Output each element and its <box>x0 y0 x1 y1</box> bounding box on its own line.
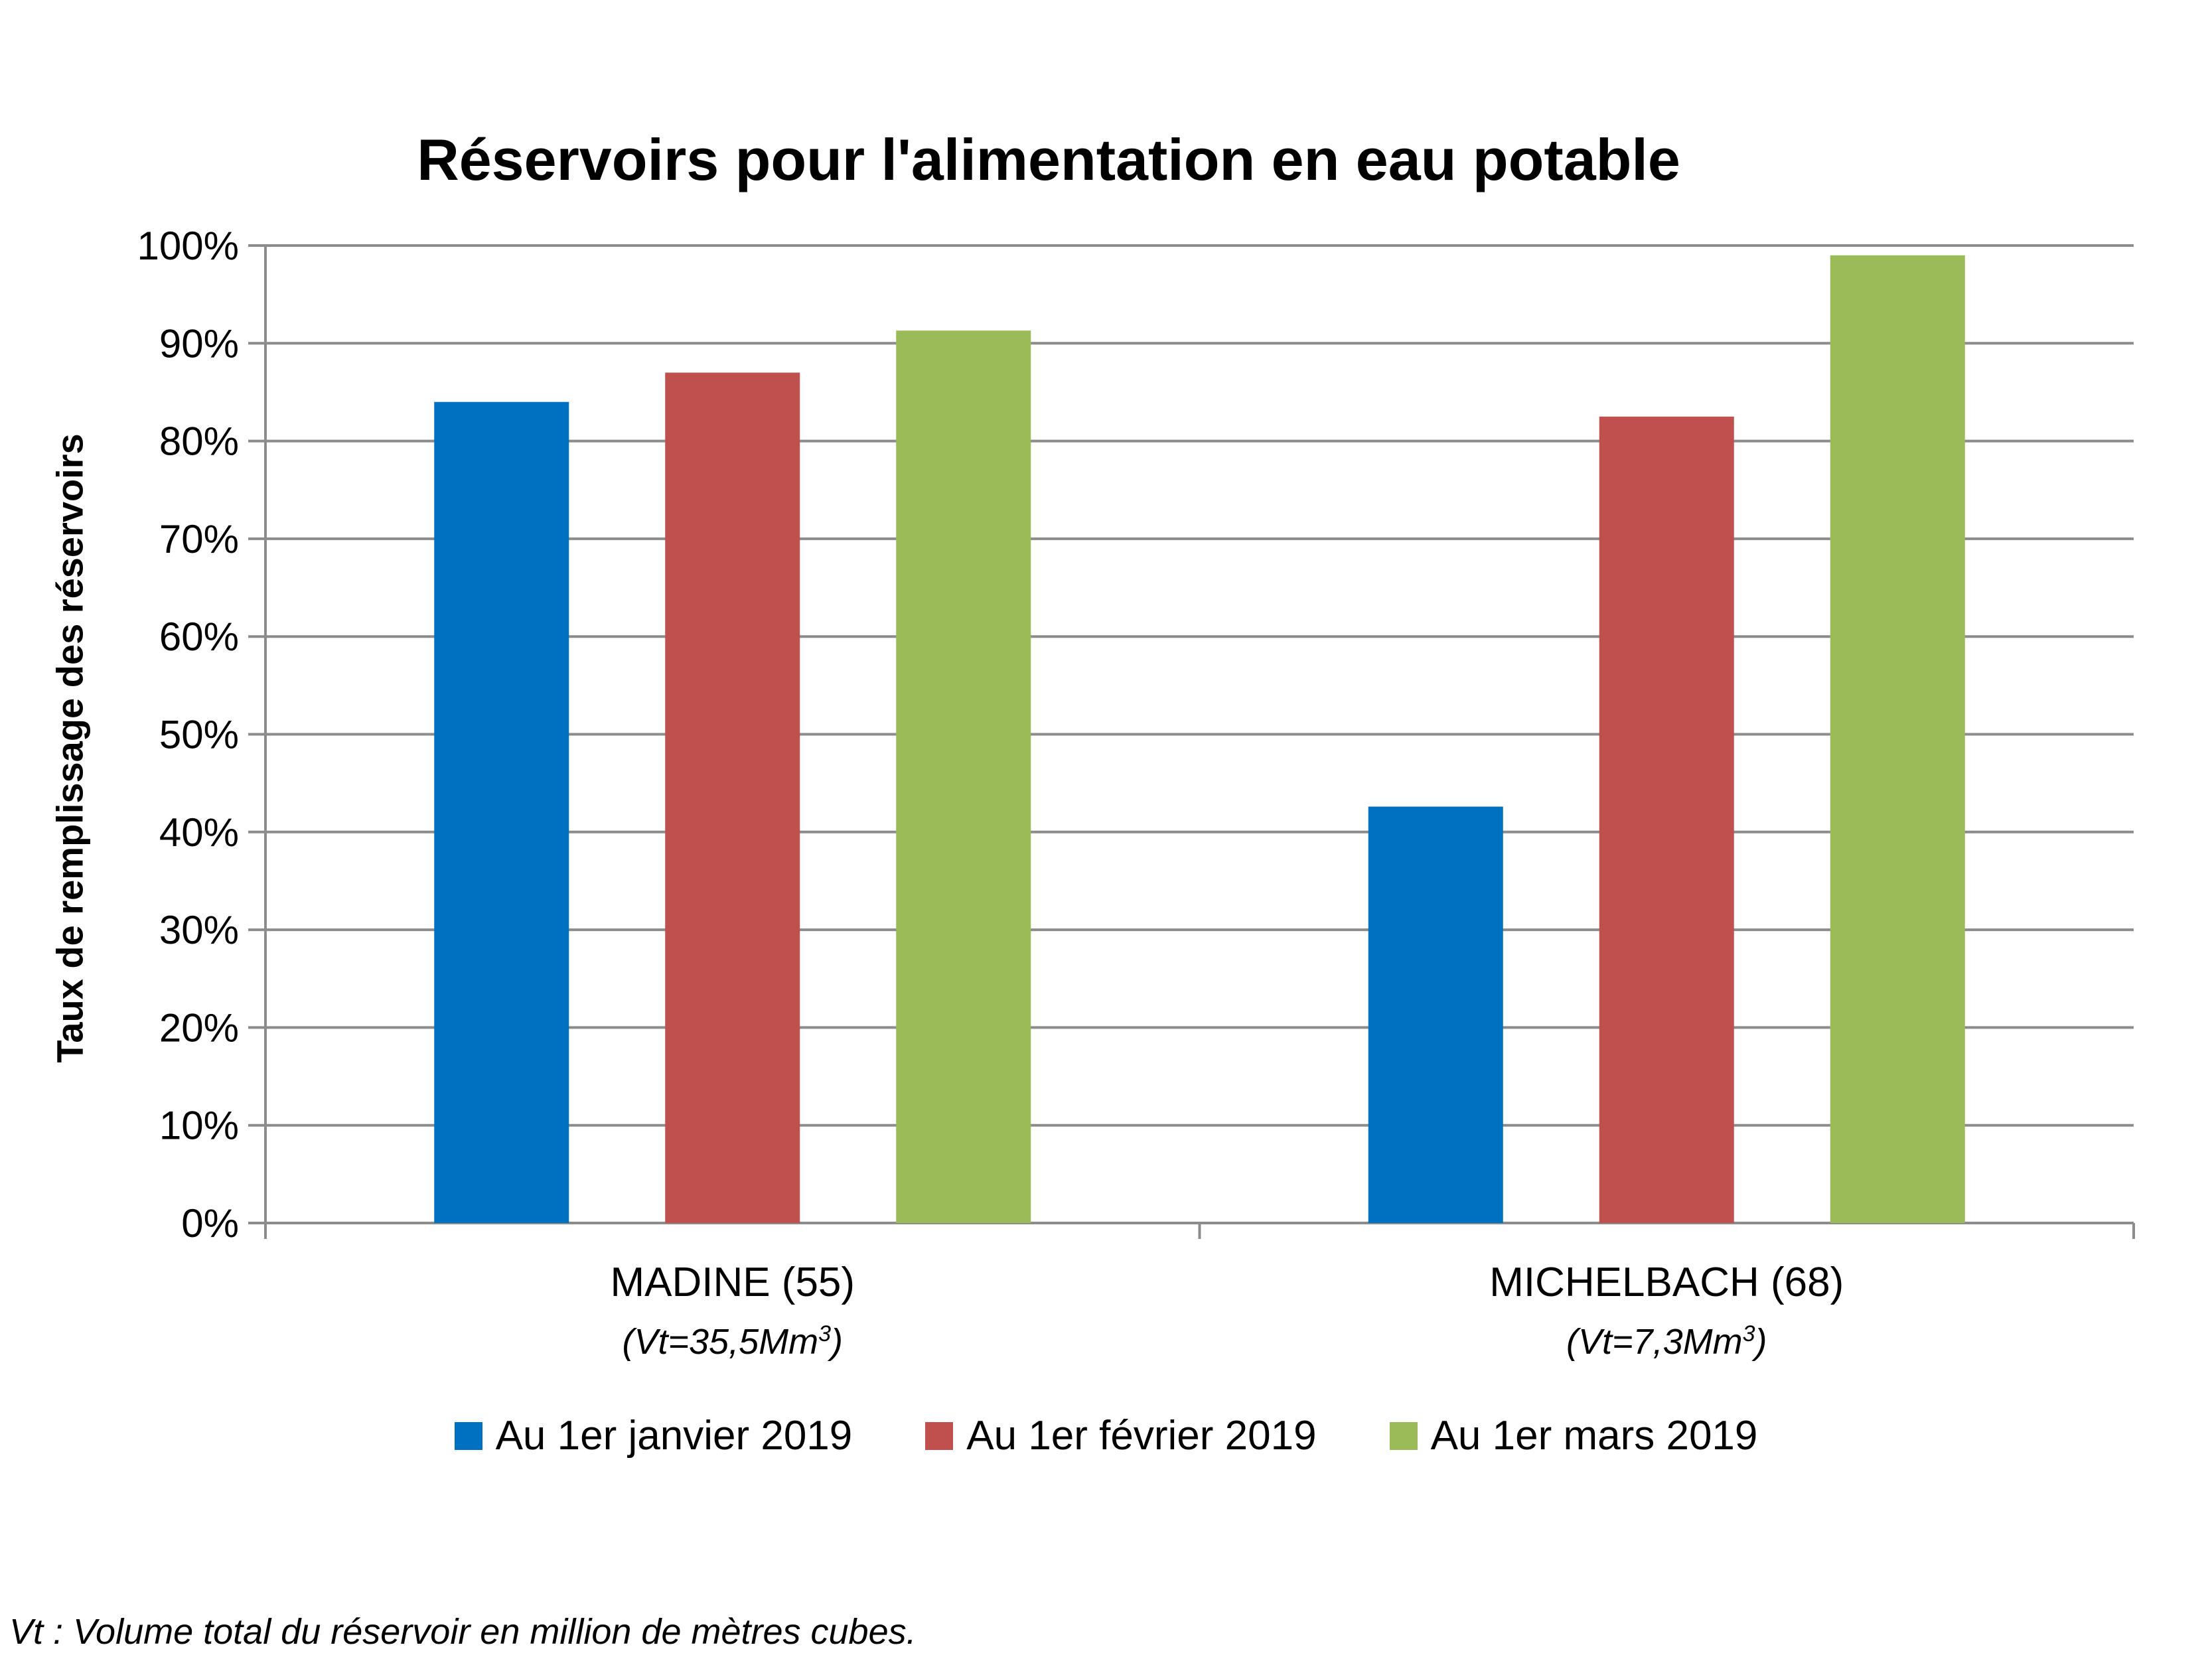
category-name: MICHELBACH (68) <box>1489 1260 1844 1305</box>
legend-item: Au 1er janvier 2019 <box>454 1412 853 1459</box>
y-tick-label: 40% <box>159 810 239 855</box>
legend-swatch <box>925 1421 954 1450</box>
bar-0-1 <box>665 372 800 1223</box>
y-tick-label: 30% <box>159 908 239 952</box>
legend-label: Au 1er février 2019 <box>966 1413 1317 1459</box>
y-tick-label: 0% <box>181 1201 239 1246</box>
y-tick-label: 20% <box>159 1005 239 1050</box>
legend: Au 1er janvier 2019 Au 1er février 2019 Au… <box>0 1412 2212 1459</box>
bar-1-2 <box>1830 255 1965 1224</box>
y-tick-label: 50% <box>159 713 239 757</box>
x-category-label: MICHELBACH (68) (Vt=7,3Mm3) <box>1301 1256 2031 1366</box>
bar-1-0 <box>1368 806 1503 1223</box>
legend-item: Au 1er février 2019 <box>925 1412 1317 1459</box>
footnote: Vt : Volume total du réservoir en millio… <box>9 1612 917 1652</box>
bar-0-0 <box>434 401 569 1224</box>
x-category-label: MADINE (55) (Vt=35,5Mm3) <box>368 1256 1098 1366</box>
category-volume-note: (Vt=35,5Mm3) <box>622 1321 843 1362</box>
y-tick-label: 60% <box>159 614 239 659</box>
legend-swatch <box>454 1421 482 1450</box>
category-name: MADINE (55) <box>610 1260 855 1305</box>
chart-title: Réservoirs pour l'alimentation en eau po… <box>417 127 1680 192</box>
bar-1-1 <box>1599 416 1734 1223</box>
legend-swatch <box>1389 1421 1418 1450</box>
y-tick-label: 100% <box>137 224 239 268</box>
category-volume-note: (Vt=7,3Mm3) <box>1566 1321 1767 1362</box>
y-tick-label: 70% <box>159 517 239 561</box>
legend-item: Au 1er mars 2019 <box>1389 1412 1758 1459</box>
y-tick-label: 90% <box>159 321 239 366</box>
legend-label: Au 1er janvier 2019 <box>495 1413 853 1459</box>
bar-0-2 <box>896 330 1031 1223</box>
legend-label: Au 1er mars 2019 <box>1430 1413 1758 1459</box>
y-tick-label: 80% <box>159 419 239 464</box>
y-tick-label: 10% <box>159 1104 239 1148</box>
